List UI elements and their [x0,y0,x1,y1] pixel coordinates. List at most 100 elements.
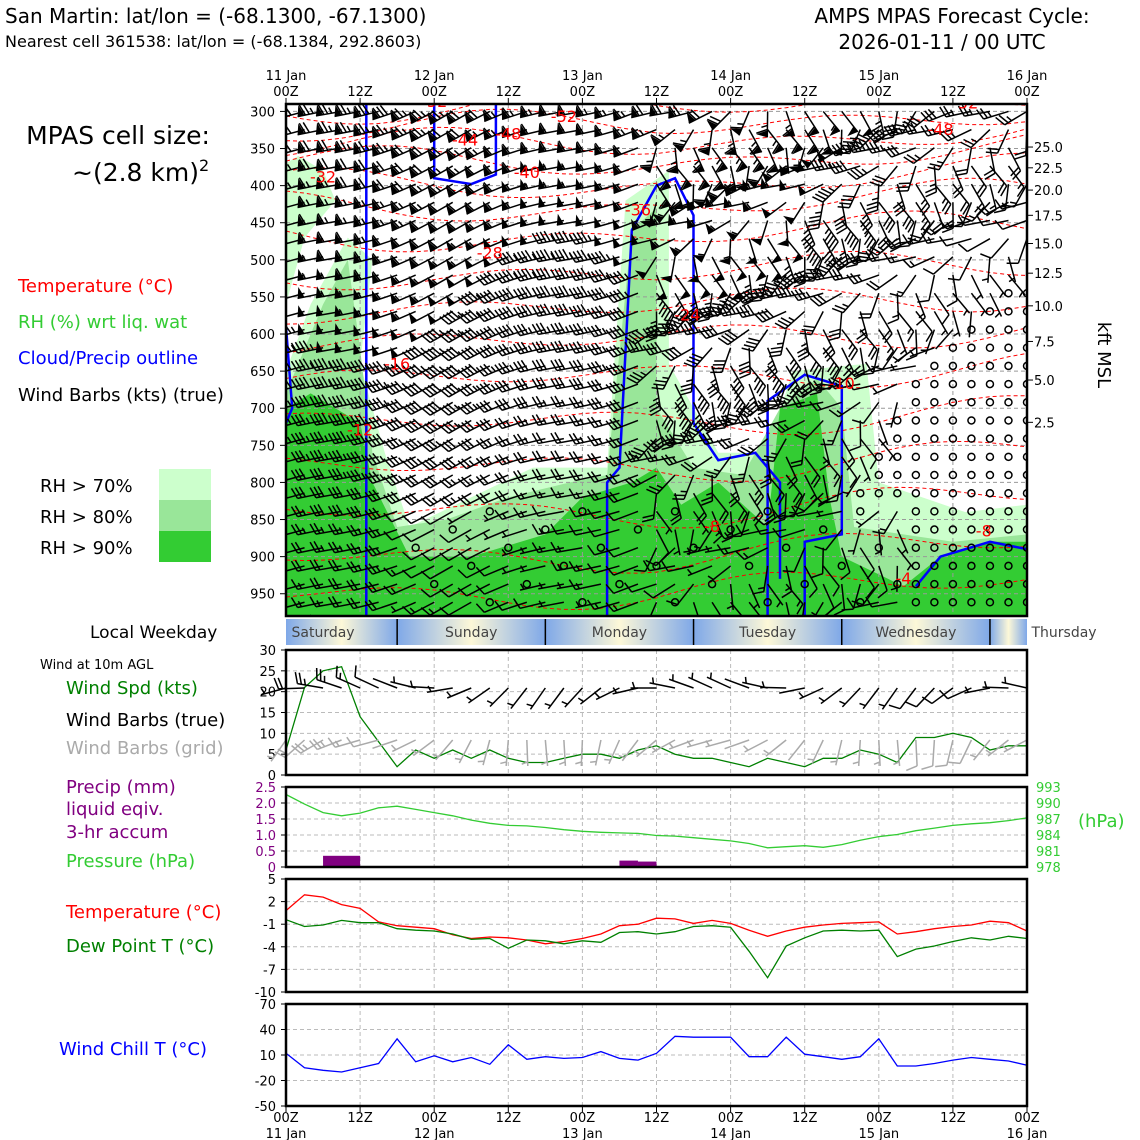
wind-barb [550,285,583,299]
weekday-label: Tuesday [738,625,796,641]
wind-barb [550,523,583,535]
calm-circle [1022,325,1027,334]
calm-circle [930,416,939,425]
temperature-contour [286,210,1027,253]
wind-barb [446,510,472,525]
legend-windchill: Wind Chill T (°C) [59,1039,207,1060]
wind-barb [896,165,917,193]
wind-barb [642,341,676,356]
wind-barb [353,159,379,173]
wind-barb-grid [604,739,621,765]
wind-barb [840,547,851,581]
wind-barb [346,469,379,483]
wind-barb-true [612,687,639,695]
calm-circle [948,452,958,462]
wind-barb [364,378,398,394]
wind-barb [482,255,509,268]
wind-barb [605,381,639,395]
calm-circle [948,379,958,389]
wind-barb [586,268,620,283]
wind-barb [828,268,861,281]
wind-barb [976,215,1009,227]
y-tick-label: 40 [259,1024,276,1039]
wind-barb [309,357,342,372]
wind-barb [475,400,509,414]
wind-barb [568,506,602,518]
y-tick-label: 30 [259,644,276,659]
calm-circle [985,416,995,425]
wind-barb [849,420,862,452]
wind-barb [464,109,491,124]
calm-circle [1004,361,1013,371]
wind-barb [643,438,676,453]
wind-barb [427,292,454,307]
wind-barb [865,250,898,263]
calm-circle [1004,379,1013,389]
wind-barb [408,127,435,143]
wind-barb [846,165,880,180]
temperature-label: -44 [452,131,478,150]
legend-wind-spd: Wind Spd (kts) [66,678,198,699]
wind-barb [297,177,324,191]
y-tick-label: -1 [263,918,276,933]
calm-circle [1022,470,1027,480]
wind-barb-grid [830,739,843,766]
wind-barb [679,365,695,396]
wind-barb [859,438,878,470]
wind-barb [756,111,769,138]
calm-circle [967,579,976,589]
wind-barb [346,579,379,592]
calm-circle [967,343,976,353]
wind-barb [586,305,620,320]
wind-barb [586,599,620,611]
wind-barb [938,235,972,247]
wind-barb [674,274,691,301]
wind-barb [887,293,900,325]
wind-barb [501,528,528,539]
wind-barb [586,379,620,392]
wind-barb [427,201,454,216]
wind-barb [457,583,491,597]
bottom-tick-day: 11 Jan [266,1127,307,1140]
wind-barb [457,383,491,397]
wind-barb [550,450,583,463]
calm-circle [967,452,976,462]
wind-barb [371,271,398,285]
wind-barb-true [964,686,991,694]
temperature-contour [286,486,1027,529]
calm-circle [985,398,995,407]
wind-barb [828,256,861,270]
top-tick-day: 15 Jan [858,69,899,84]
wind-barb [327,467,361,481]
wind-barb [643,583,676,599]
calm-circle [1022,307,1027,316]
weekday-bar: Saturday Sunday Monday Tuesday Wednesday Thur… [286,619,1097,645]
pressure-tick-label: 300 [250,105,275,120]
wind-barb [439,528,472,544]
wind-barb [550,266,583,281]
temperature-label: -36 [625,200,651,219]
wind-barb [661,346,694,362]
temperature-label: -52 [421,92,447,111]
wind-barb [750,220,769,246]
wind-barb [550,358,583,372]
calm-circle [1022,452,1027,462]
calm-circle [985,343,995,353]
temperature-contour [286,532,1027,574]
wind-barb [531,505,565,517]
wind-barb [692,165,711,191]
wind-barb [885,402,899,428]
wind-barb [983,147,996,180]
calm-circle [948,361,958,371]
wind-barb [705,219,731,235]
wind-barb [692,274,711,300]
wind-barb [605,362,639,376]
wind-barb-true [905,687,935,708]
wind-barb [605,583,639,595]
wind-barb [290,358,324,372]
kft-tick-label: 22.5 [1034,162,1063,177]
wind-barb [933,311,949,336]
wind-barb [408,145,435,161]
